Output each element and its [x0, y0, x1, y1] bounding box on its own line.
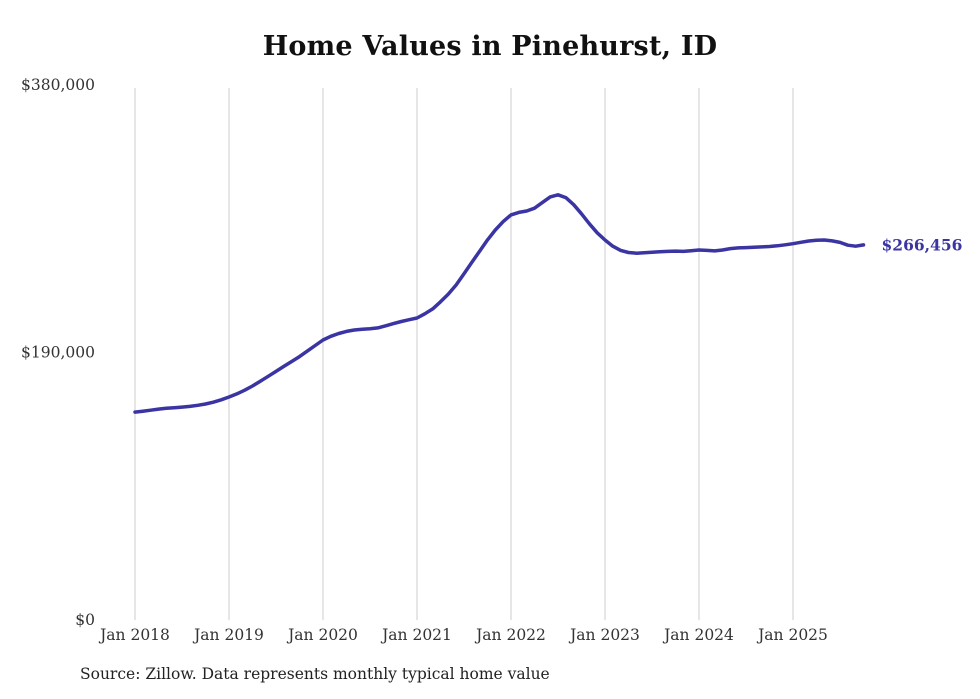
y-axis-tick-label: $190,000: [21, 344, 95, 362]
latest-value-label: $266,456: [882, 235, 963, 254]
chart-title: Home Values in Pinehurst, ID: [262, 31, 718, 62]
x-axis-tick-label: Jan 2018: [98, 626, 170, 644]
axis-labels-layer: Jan 2018 Jan 2019 Jan 2020 Jan 2021 Jan 2022…: [21, 76, 828, 644]
x-axis-tick-label: Jan 2021: [380, 626, 452, 644]
x-axis-tick-label: Jan 2022: [474, 626, 546, 644]
x-axis-tick-label: Jan 2025: [756, 626, 828, 644]
x-axis-tick-label: Jan 2023: [568, 626, 640, 644]
y-axis-tick-label: $380,000: [21, 76, 95, 94]
x-axis-tick-label: Jan 2020: [286, 626, 358, 644]
x-axis-tick-label: Jan 2019: [192, 626, 264, 644]
y-axis-tick-label: $0: [75, 611, 95, 629]
gridlines-layer: [134, 88, 794, 620]
x-axis-tick-label: Jan 2024: [662, 626, 734, 644]
source-note: Source: Zillow. Data represents monthly …: [80, 665, 550, 683]
home-value-line: [133, 193, 866, 414]
